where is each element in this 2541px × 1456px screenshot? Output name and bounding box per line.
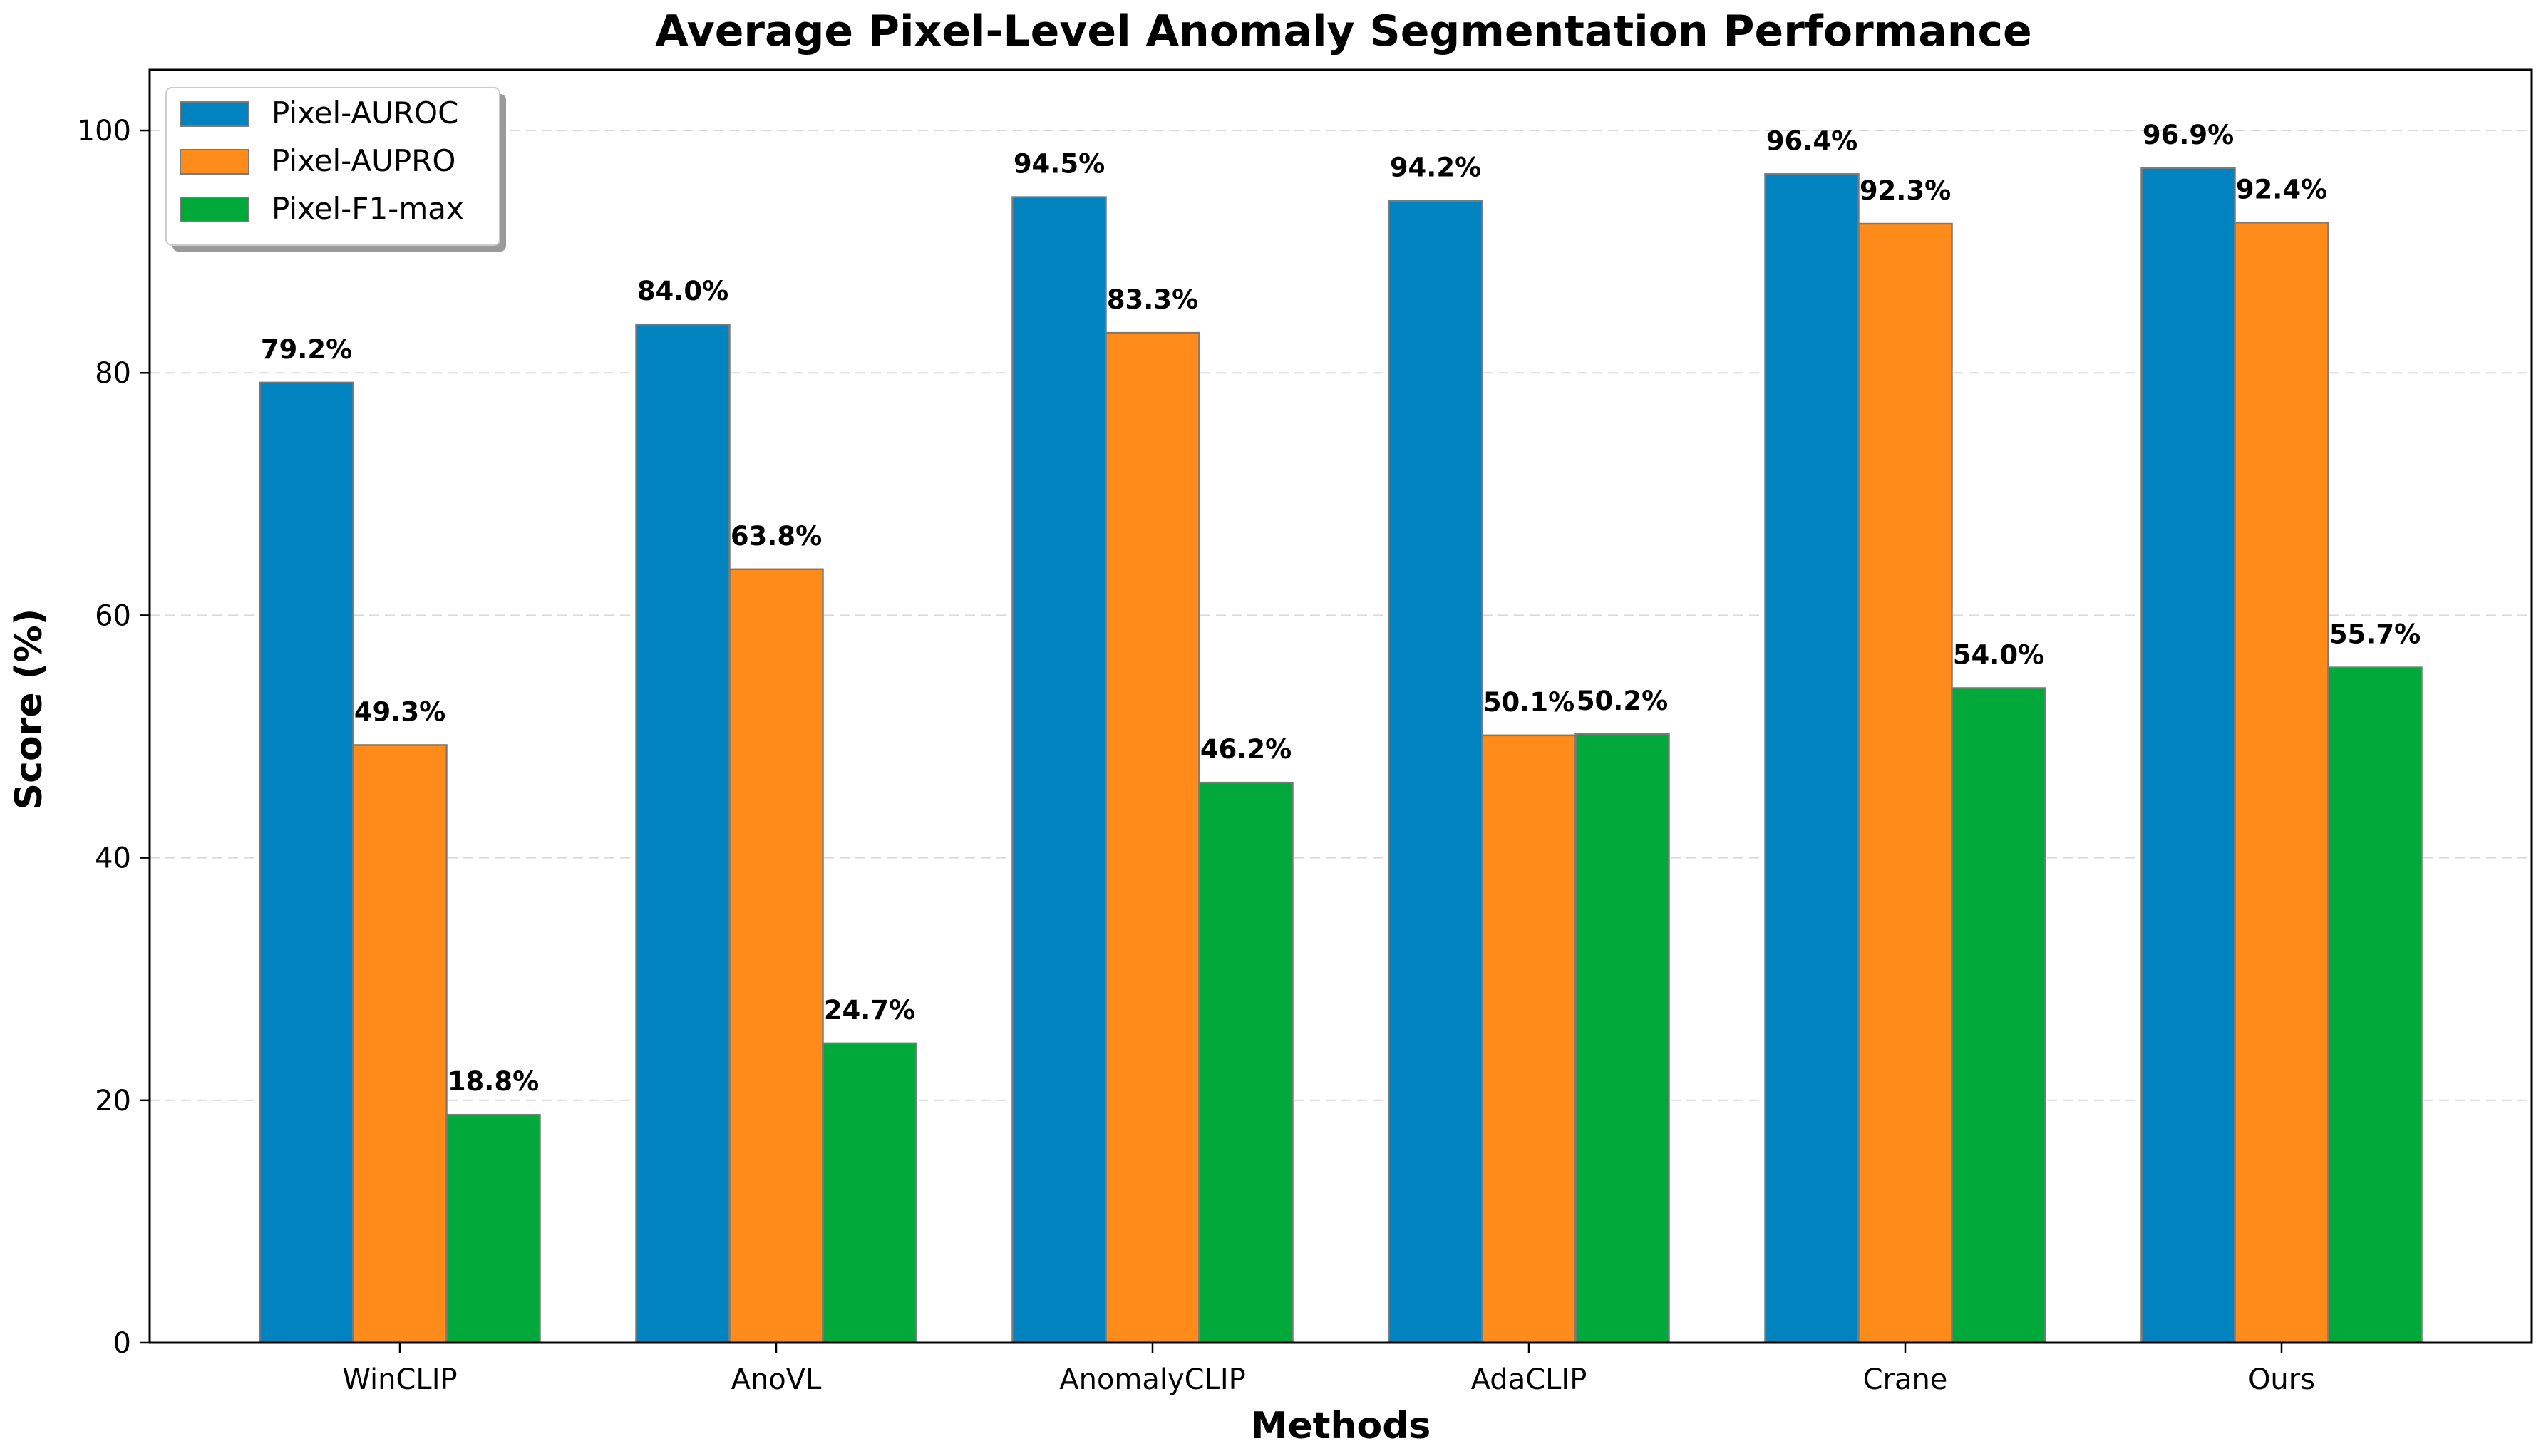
bar-pixel-f1-max-anovl <box>822 1042 917 1344</box>
bar-pixel-aupro-crane <box>1857 222 1953 1344</box>
data-label: 50.2% <box>1577 686 1668 716</box>
bar-pixel-f1-max-anomalyclip <box>1198 781 1294 1344</box>
bar-pixel-aupro-ours <box>2234 222 2329 1344</box>
legend-label: Pixel-AUROC <box>272 95 458 130</box>
x-tick-label: Ours <box>2248 1363 2315 1396</box>
x-axis-label: Methods <box>1251 1405 1431 1447</box>
bar-pixel-aupro-anomalyclip <box>1105 331 1200 1344</box>
data-label: 94.2% <box>1390 153 1481 183</box>
bar-pixel-f1-max-ours <box>2327 666 2423 1344</box>
x-tick-label: AnoVL <box>731 1363 823 1396</box>
x-tick-label: AnomalyCLIP <box>1059 1363 1246 1396</box>
bar-pixel-aupro-winclip <box>352 744 448 1344</box>
data-label: 92.4% <box>2236 174 2327 205</box>
gridlines <box>150 130 2532 1101</box>
data-label: 50.1% <box>1483 687 1574 718</box>
legend-label: Pixel-F1-max <box>272 191 464 226</box>
data-label: 83.3% <box>1107 284 1198 315</box>
data-label: 63.8% <box>731 521 822 552</box>
data-label: 96.4% <box>1766 125 1857 156</box>
data-label: 46.2% <box>1200 734 1292 765</box>
legend: Pixel-AUROC Pixel-AUPRO Pixel-F1-max <box>165 87 506 252</box>
x-tick-label: AdaCLIP <box>1471 1363 1587 1396</box>
y-tick-label: 80 <box>95 357 131 390</box>
data-label: 94.5% <box>1014 149 1105 180</box>
bars <box>259 167 2423 1344</box>
bar-pixel-auroc-crane <box>1764 173 1860 1344</box>
bar-pixel-f1-max-winclip <box>445 1113 541 1344</box>
bar-pixel-aupro-anovl <box>728 568 824 1344</box>
y-axis-label: Score (%) <box>8 609 51 810</box>
legend-swatch <box>180 101 249 127</box>
chart-title: Average Pixel-Level Anomaly Segmentation… <box>655 6 2031 56</box>
bar-pixel-auroc-adaclip <box>1388 200 1483 1344</box>
data-label: 55.7% <box>2329 619 2421 650</box>
legend-label: Pixel-AUPRO <box>272 143 455 178</box>
bar-pixel-aupro-adaclip <box>1481 734 1577 1344</box>
x-tick-label: WinCLIP <box>342 1363 457 1396</box>
axes: 0 20 40 60 80 100 WinCLIP AnoVL AnomalyCLIP AdaCL… <box>77 68 2533 1396</box>
data-label: 84.0% <box>637 276 728 306</box>
y-tick-label: 20 <box>95 1085 131 1117</box>
bar-pixel-auroc-winclip <box>259 381 354 1344</box>
plot-frame <box>148 68 2533 1344</box>
data-label: 96.9% <box>2143 120 2234 150</box>
y-tick-label: 40 <box>95 842 131 875</box>
y-tick-label: 100 <box>77 115 131 148</box>
bar-pixel-f1-max-crane <box>1951 687 2046 1344</box>
bar-pixel-auroc-anovl <box>635 323 731 1344</box>
legend-swatch <box>180 149 249 175</box>
y-tick-label: 0 <box>113 1327 131 1360</box>
legend-swatch <box>180 197 249 222</box>
data-label: 54.0% <box>1953 639 2044 670</box>
x-tick-label: Crane <box>1863 1363 1948 1396</box>
data-label: 49.3% <box>354 696 445 727</box>
y-tick-label: 60 <box>95 599 131 632</box>
data-label: 79.2% <box>261 334 352 365</box>
data-label: 92.3% <box>1860 175 1951 206</box>
bar-pixel-auroc-ours <box>2140 167 2236 1344</box>
data-label: 24.7% <box>824 995 915 1026</box>
data-labels: 79.2% 49.3% 18.8% 84.0% 63.8% 24.7% 94.5% 83.3%… <box>261 120 2421 1097</box>
bar-pixel-f1-max-adaclip <box>1574 733 1670 1344</box>
bar-pixel-auroc-anomalyclip <box>1011 196 1107 1344</box>
data-label: 18.8% <box>448 1066 539 1097</box>
